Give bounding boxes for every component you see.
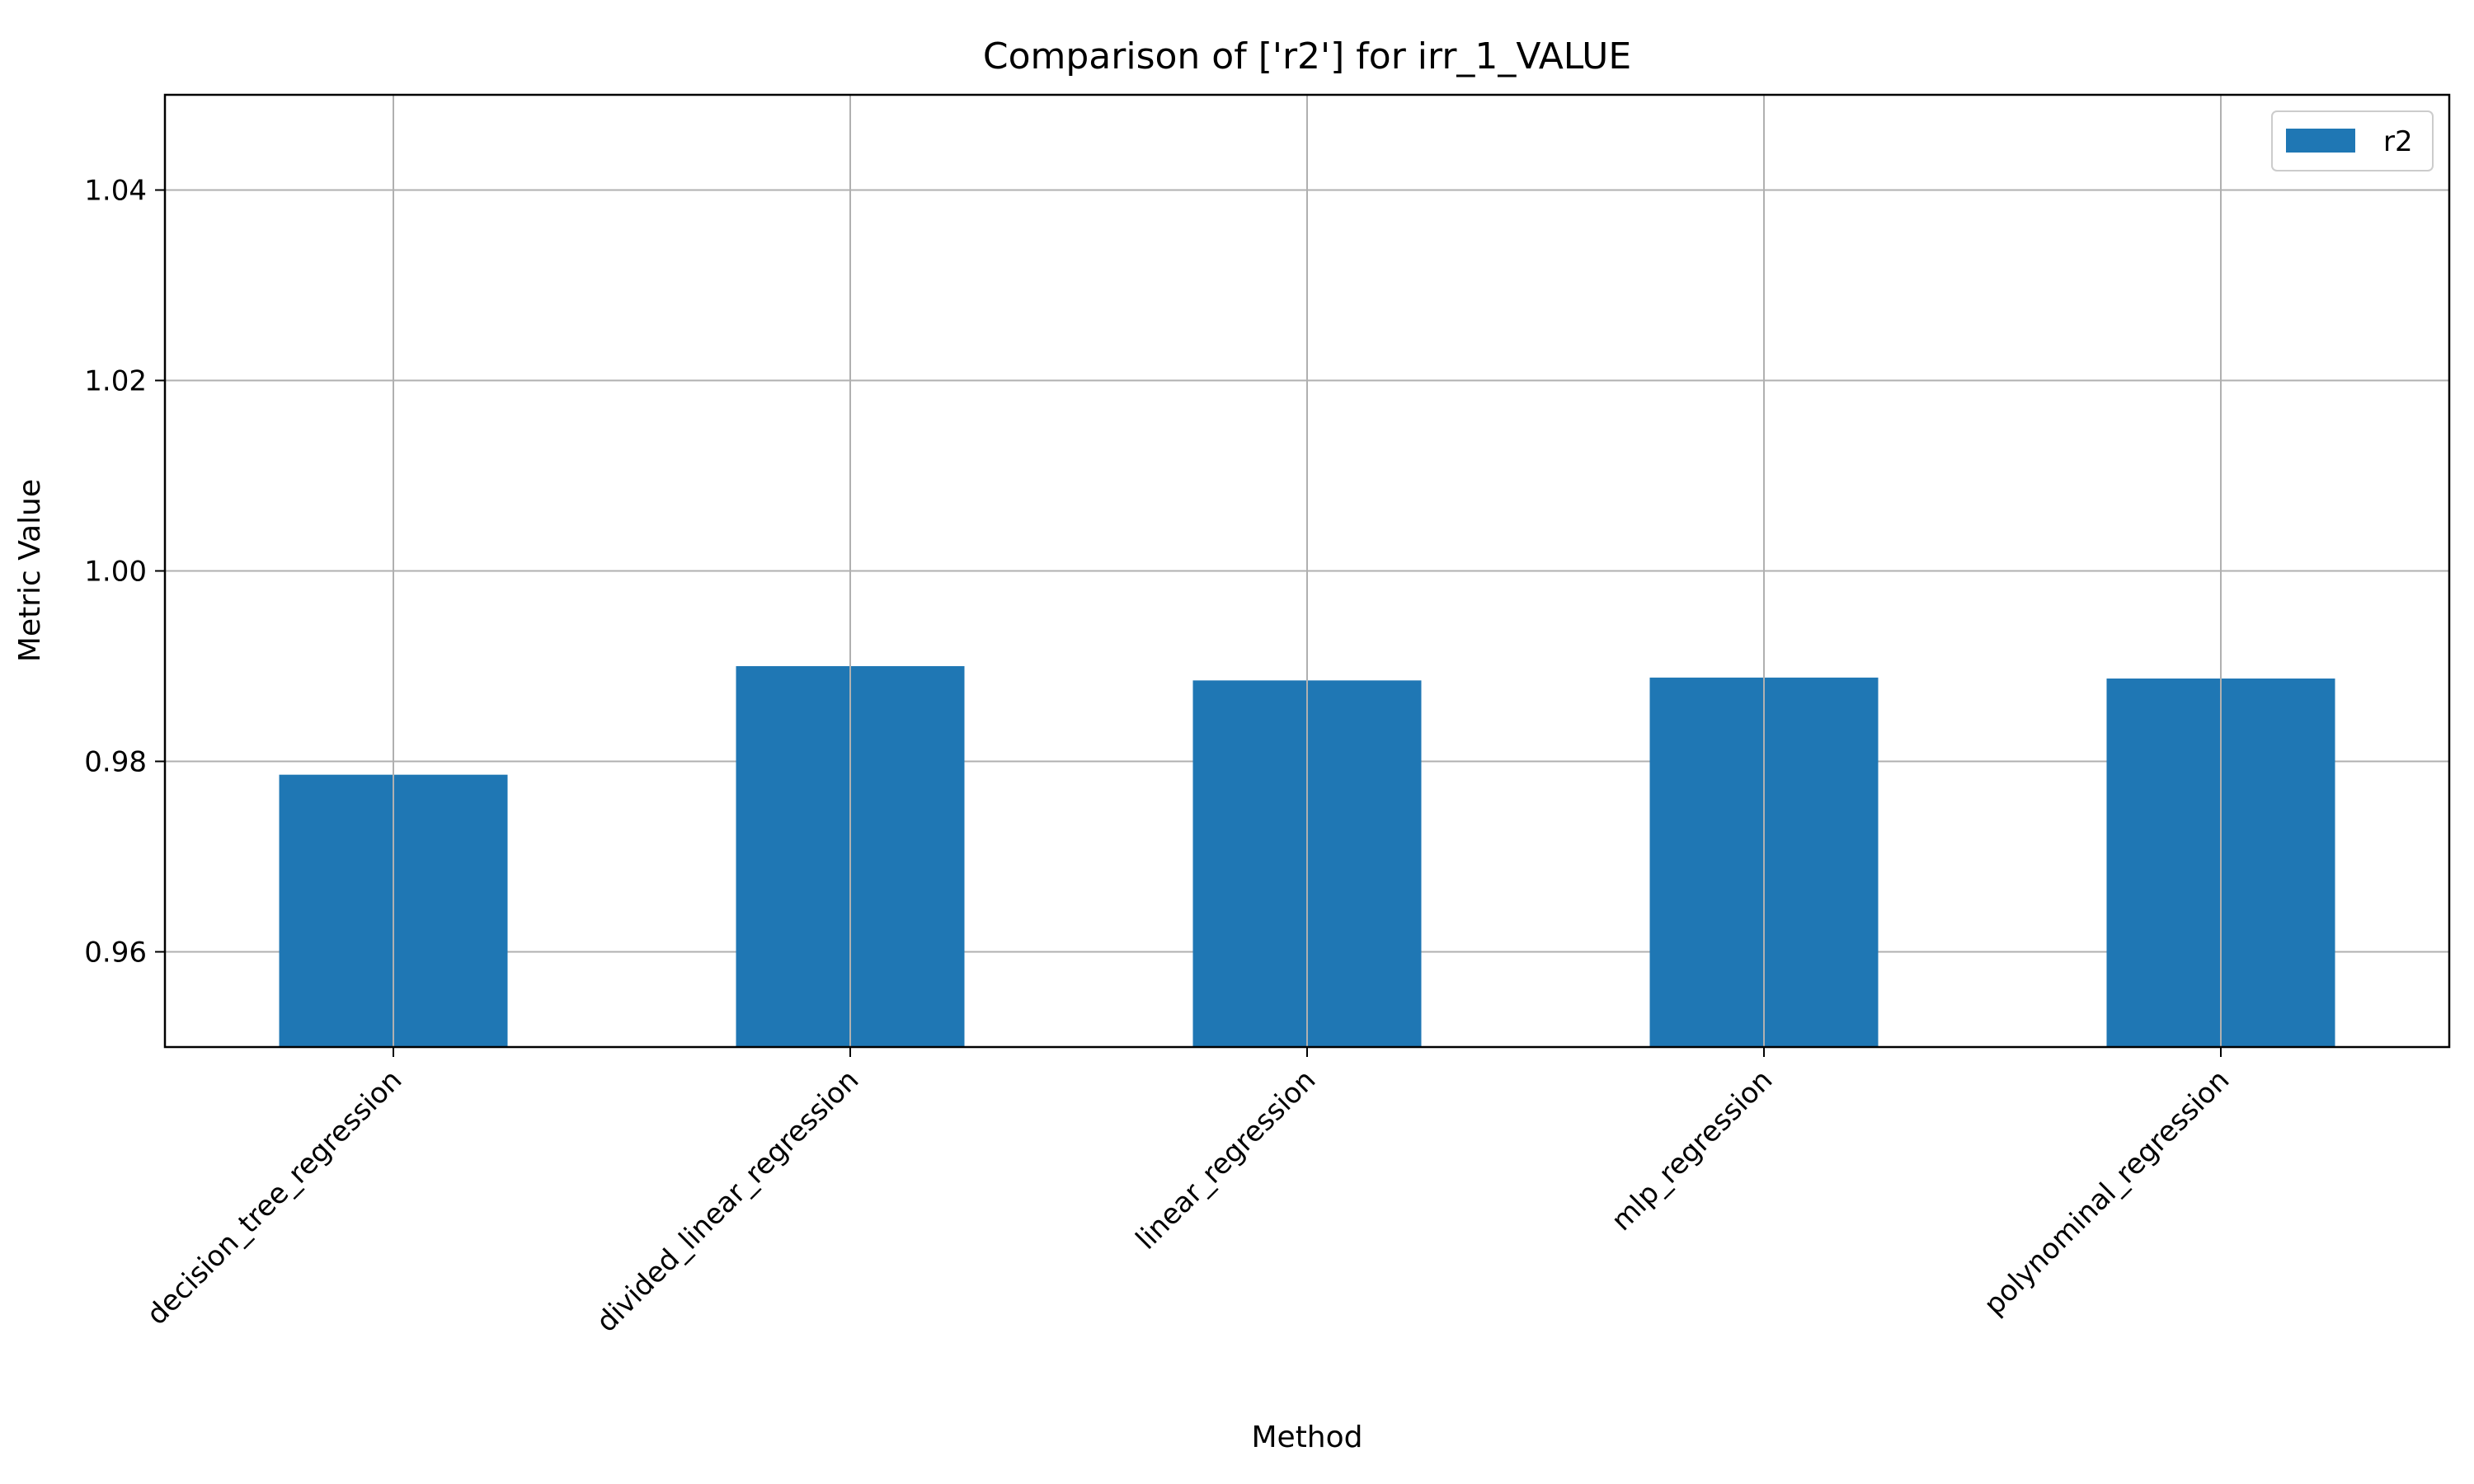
legend-label: r2 xyxy=(2383,125,2413,158)
y-tick-label: 0.98 xyxy=(84,746,147,779)
y-tick-label: 1.02 xyxy=(84,365,147,398)
x-tick-label: decision_tree_regression xyxy=(140,1064,408,1331)
y-tick-label: 1.00 xyxy=(84,556,147,589)
x-axis-label: Method xyxy=(1251,1421,1362,1454)
x-tick-label: divided_linear_regression xyxy=(590,1064,866,1339)
x-axis-ticks: decision_tree_regression divided_linear_r… xyxy=(140,1047,2236,1339)
x-tick-label: mlp_regression xyxy=(1605,1064,1779,1237)
chart-title: Comparison of ['r2'] for irr_1_VALUE xyxy=(983,35,1631,77)
y-axis-label: Metric Value xyxy=(13,479,47,662)
legend-swatch xyxy=(2286,129,2355,153)
y-axis-ticks: 0.96 0.98 1.00 1.02 1.04 xyxy=(84,175,165,970)
y-tick-label: 1.04 xyxy=(84,175,147,208)
vertical-grid xyxy=(393,95,2222,1047)
x-tick-label: polynominal_regression xyxy=(1978,1064,2236,1322)
x-tick-label: linear_regression xyxy=(1130,1064,1323,1256)
y-tick-label: 0.96 xyxy=(84,937,147,970)
legend: r2 xyxy=(2271,110,2434,171)
